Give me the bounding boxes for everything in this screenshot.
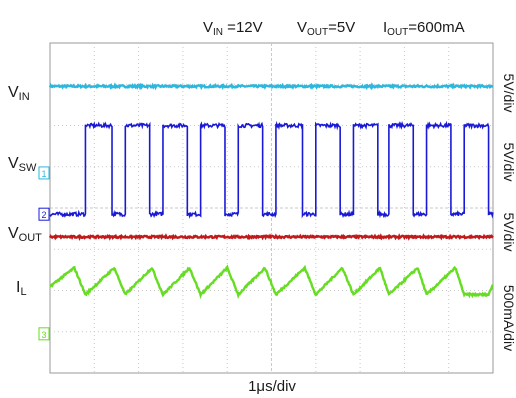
time-scale-label: 1μs/div <box>248 378 296 395</box>
trace-vout <box>48 233 494 242</box>
channel-marker-text: 2 <box>41 210 46 220</box>
scale-vin: 5V/div <box>501 74 516 113</box>
channel-marker-text: 1 <box>41 169 46 179</box>
header-vin: VIN =12V <box>203 19 263 38</box>
channel-marker-3: 3 <box>38 327 50 341</box>
trace-vin <box>48 82 494 91</box>
scale-il: 500mA/div <box>501 285 516 351</box>
label-il: IL <box>16 279 27 298</box>
header-iout: IOUT=600mA <box>383 19 465 38</box>
channel-marker-text: 3 <box>41 330 46 340</box>
channel-markers: 1 2 3 <box>38 166 50 341</box>
trace-vsw <box>49 120 494 220</box>
channel-marker-2: 2 <box>38 207 50 221</box>
label-vsw: VSW <box>8 155 37 174</box>
scale-vout: 5V/div <box>501 213 516 252</box>
grid <box>50 43 493 373</box>
channel-marker-1: 1 <box>38 166 50 180</box>
header-vout: VOUT=5V <box>297 19 355 38</box>
label-vout: VOUT <box>8 225 42 244</box>
traces <box>48 82 494 300</box>
label-vin: VIN <box>8 84 30 103</box>
scale-vsw: 5V/div <box>501 143 516 182</box>
trace-il <box>49 264 494 300</box>
